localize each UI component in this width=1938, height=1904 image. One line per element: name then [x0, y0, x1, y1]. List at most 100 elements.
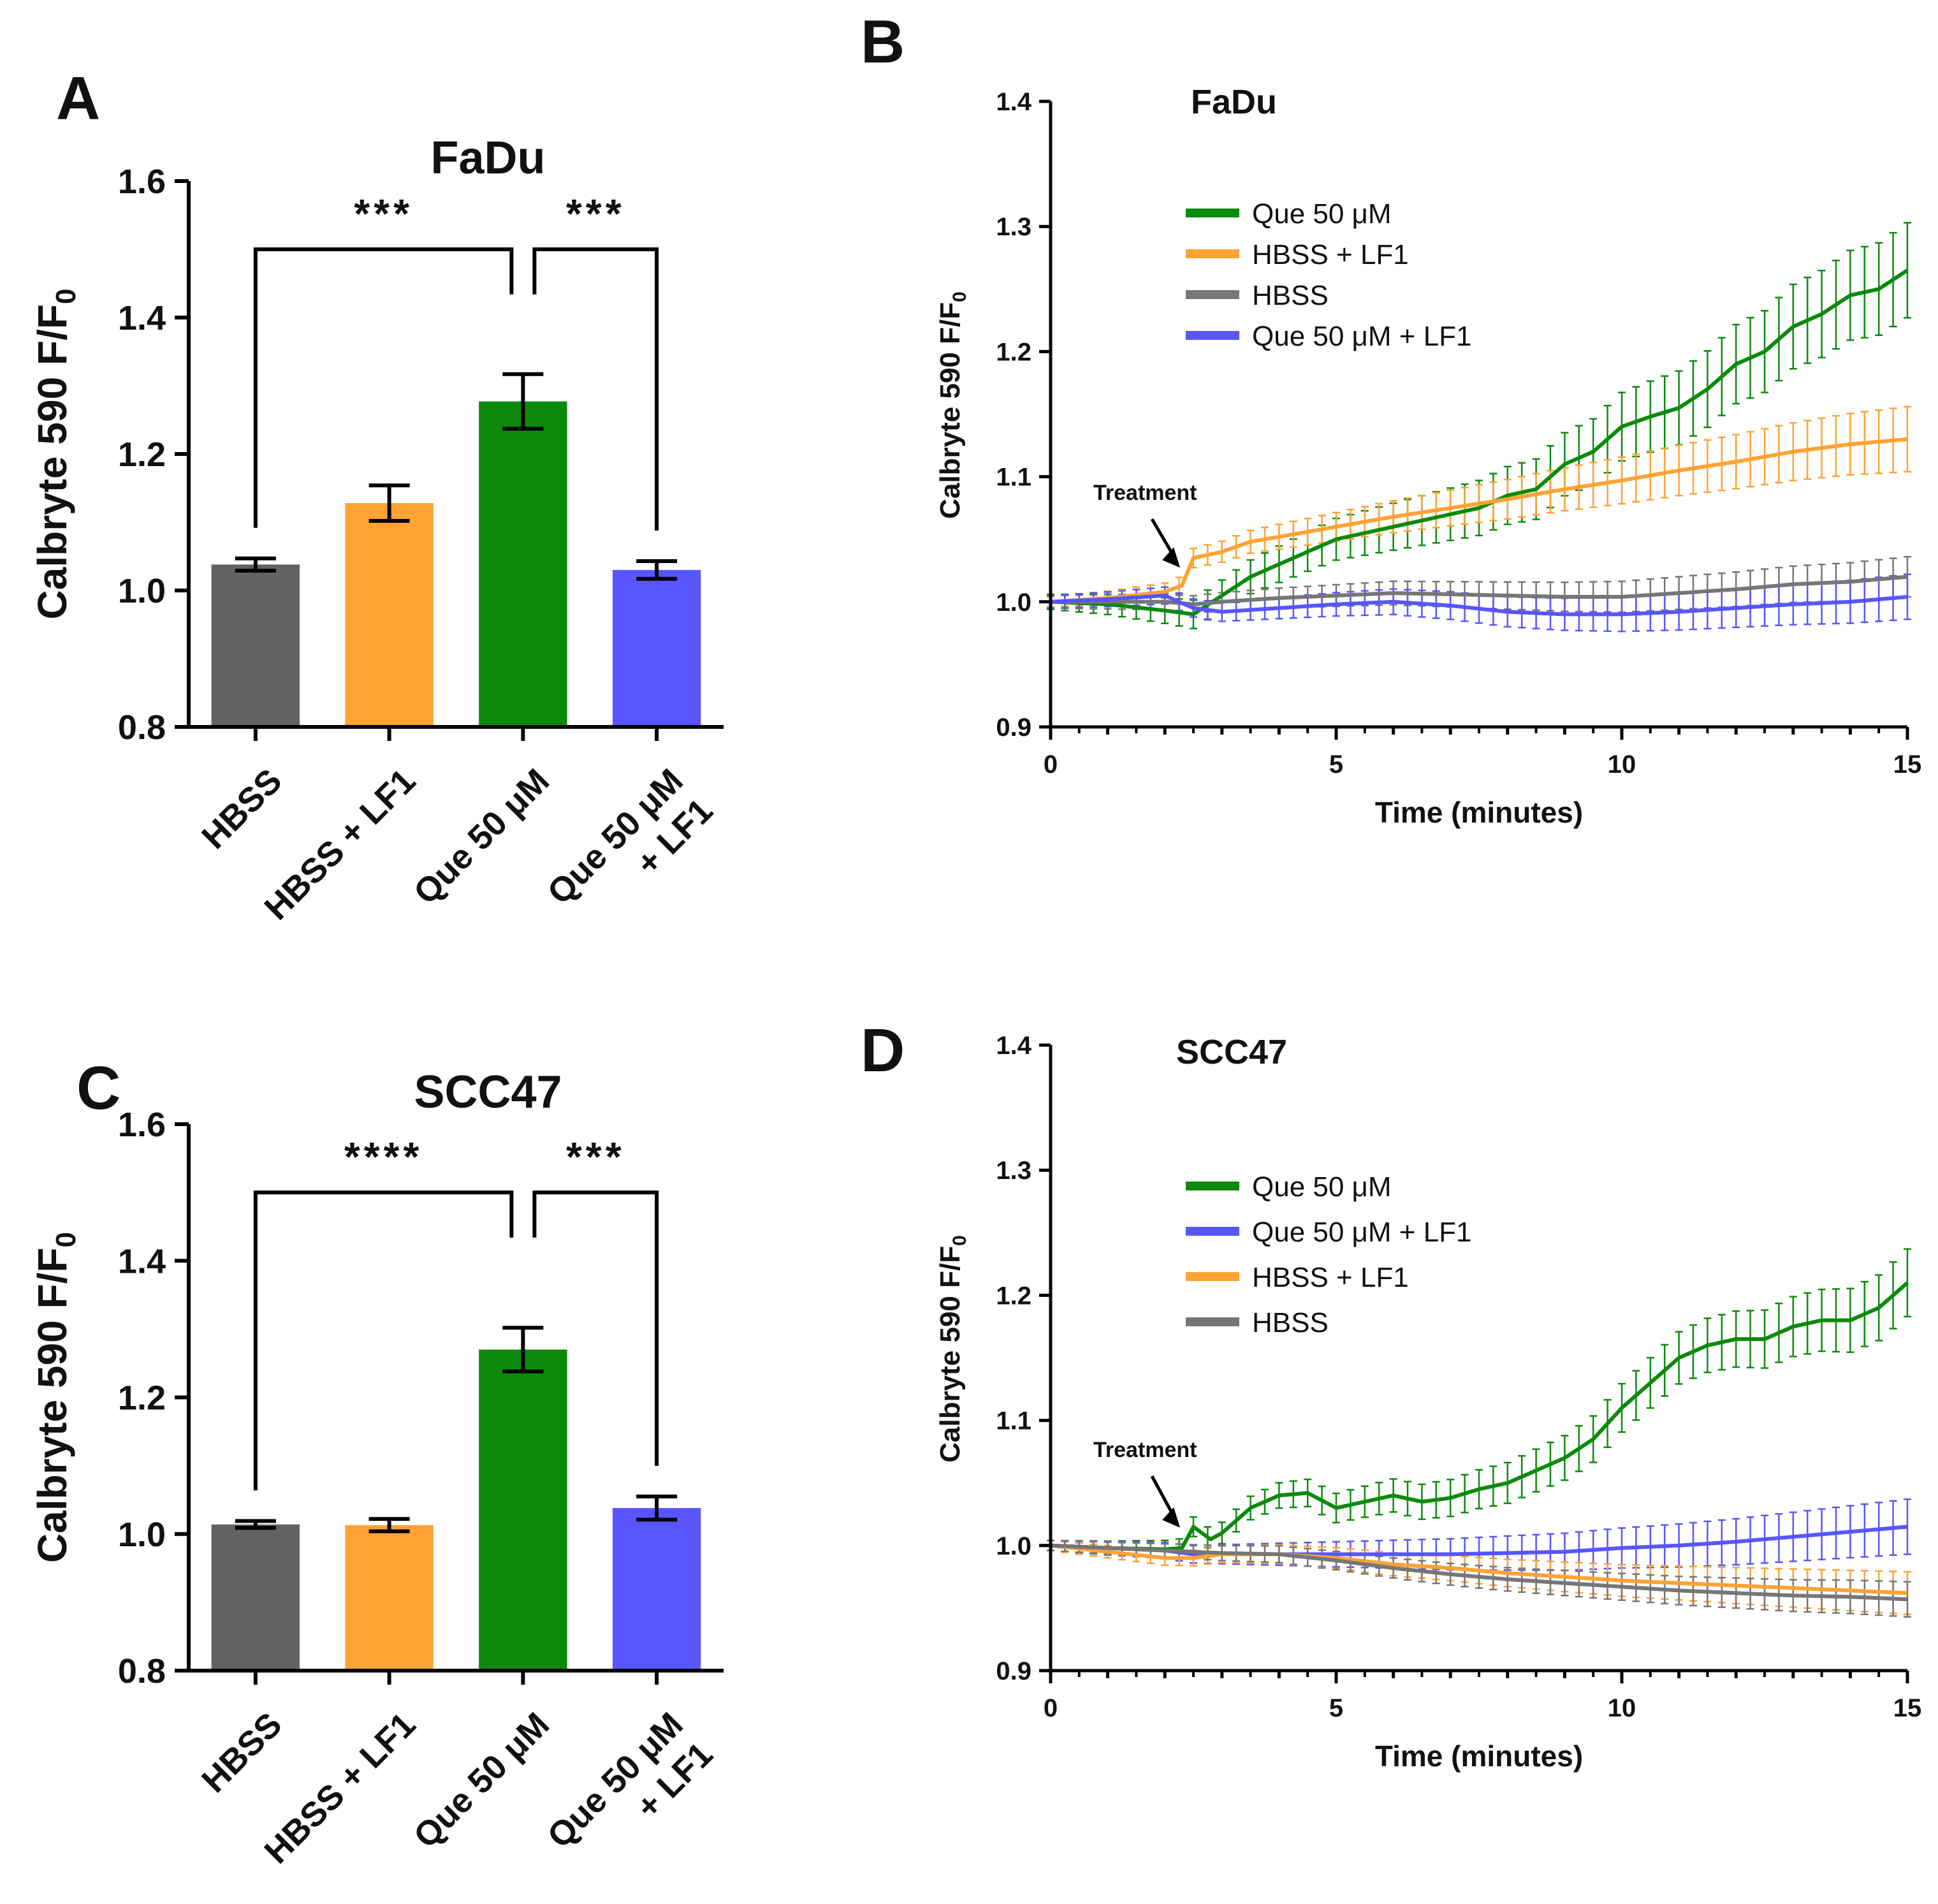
category-label-line: Que 50 μM [407, 761, 557, 912]
treatment-annotation: Treatment [1093, 481, 1197, 505]
panel-label: C [76, 1054, 120, 1122]
y-axis-label-subscript: 0 [50, 289, 82, 304]
category-label-line: HBSS [194, 761, 289, 856]
series-line [1050, 1543, 1908, 1595]
x-tick-label: 10 [1608, 751, 1636, 779]
legend-label: HBSS + LF1 [1252, 1262, 1409, 1293]
y-tick-label: 1.2 [996, 1282, 1031, 1310]
y-tick-label: 1.1 [996, 1407, 1031, 1435]
bar [479, 1349, 567, 1671]
significance-label: *** [566, 1134, 625, 1180]
category-label: Que 50 μM+ LF1 [540, 761, 720, 941]
significance-bracket [532, 1190, 659, 1466]
y-tick-label: 1.4 [118, 299, 166, 337]
y-tick-label: 0.9 [996, 714, 1031, 742]
category-label: HBSS [194, 761, 289, 856]
y-tick-label: 1.6 [118, 163, 166, 201]
y-tick-label: 1.0 [118, 572, 166, 610]
x-tick-label: 15 [1893, 751, 1922, 779]
y-axis-label: Calbryte 590 F/F0 [29, 289, 82, 620]
series-line [1050, 268, 1909, 617]
chart-title: SCC47 [414, 1067, 562, 1118]
y-tick-label: 1.2 [118, 436, 166, 474]
significance-label: *** [354, 191, 413, 237]
panel-label: D [861, 1016, 905, 1085]
y-tick-label: 0.8 [118, 708, 166, 747]
series-line [1050, 1543, 1908, 1602]
y-tick-label: 1.0 [996, 589, 1031, 617]
panel-label: A [56, 64, 100, 133]
x-tick-label: 10 [1608, 1694, 1636, 1722]
y-axis-label-subscript: 0 [949, 291, 970, 302]
treatment-annotation: Treatment [1093, 1438, 1197, 1462]
chart-title: FaDu [1191, 83, 1277, 121]
panel-b-line-chart: B FaDu 0.9 1.0 1.1 1.2 1.3 1.4 0 5 10 15 Time (minut… [861, 8, 1921, 829]
y-tick-label: 1.4 [996, 88, 1031, 116]
bar [612, 569, 701, 727]
category-label-line: HBSS [194, 1705, 289, 1800]
chart-title: FaDu [431, 133, 546, 184]
x-axis-label: Time (minutes) [1375, 1739, 1583, 1773]
category-label: Que 50 μM [407, 761, 557, 912]
legend-label: HBSS + LF1 [1252, 239, 1409, 270]
category-label: Que 50 μM [407, 1705, 557, 1856]
annotation-arrow-shaft [1150, 518, 1176, 557]
significance-bracket [253, 247, 514, 528]
y-tick-label: 1.0 [996, 1532, 1031, 1560]
y-axis-label-subscript: 0 [50, 1232, 82, 1247]
x-axis-label: Time (minutes) [1375, 796, 1583, 829]
x-tick-label: 5 [1329, 1694, 1343, 1722]
y-axis-label: Calbryte 590 F/F0 [935, 291, 970, 519]
panel-label: B [861, 8, 905, 76]
legend-label: Que 50 μM + LF1 [1252, 321, 1472, 352]
y-tick-label: 0.9 [996, 1657, 1031, 1685]
series-line [1050, 437, 1908, 604]
y-axis-label: Calbryte 590 F/F0 [29, 1232, 82, 1563]
chart-title: SCC47 [1176, 1033, 1287, 1071]
bar [345, 1525, 433, 1671]
y-tick-label: 1.4 [996, 1032, 1031, 1060]
x-tick-label: 15 [1893, 1694, 1922, 1722]
significance-bracket [532, 247, 659, 531]
x-tick-label: 5 [1329, 751, 1343, 779]
y-axis-label: Calbryte 590 F/F0 [935, 1235, 970, 1463]
x-tick-label: 0 [1044, 751, 1058, 779]
y-tick-label: 0.8 [118, 1652, 166, 1690]
legend-label: HBSS [1252, 1307, 1329, 1338]
y-axis-label-subscript: 0 [949, 1235, 970, 1246]
y-tick-label: 1.1 [996, 464, 1031, 492]
legend-label: Que 50 μM [1252, 1171, 1392, 1203]
x-tick-label: 0 [1044, 1694, 1058, 1722]
y-axis-label-main: Calbryte 590 F/F [29, 304, 75, 619]
bar [345, 503, 433, 727]
panel-d-line-chart: D SCC47 0.9 1.0 1.1 1.2 1.3 1.4 0 5 10 15 Time (minu… [861, 1016, 1921, 1773]
legend-label: Que 50 μM + LF1 [1252, 1217, 1472, 1248]
bar [479, 401, 567, 727]
y-tick-label: 1.4 [118, 1242, 166, 1280]
y-tick-label: 1.2 [118, 1379, 166, 1417]
annotation-arrow-shaft [1150, 1475, 1176, 1517]
y-tick-label: 1.0 [118, 1516, 166, 1554]
y-tick-label: 1.2 [996, 338, 1031, 366]
significance-label: *** [566, 191, 625, 237]
series-line [1050, 1281, 1909, 1551]
bar [211, 564, 300, 727]
category-label: Que 50 μM+ LF1 [540, 1705, 720, 1885]
bar [211, 1524, 300, 1671]
y-axis-label-main: Calbryte 590 F/F [29, 1248, 75, 1563]
y-axis-label-main: Calbryte 590 F/F [935, 302, 966, 519]
series-line [1050, 594, 1908, 617]
bar [612, 1508, 701, 1671]
significance-label: **** [344, 1134, 423, 1180]
category-label: HBSS [194, 1705, 289, 1800]
series-1 [1047, 1248, 1911, 1559]
legend-label: HBSS [1252, 280, 1329, 311]
y-axis-label-main: Calbryte 590 F/F [935, 1246, 966, 1463]
y-tick-label: 1.3 [996, 213, 1031, 241]
annotation-arrow-head [1162, 1507, 1181, 1528]
legend-label: Que 50 μM [1252, 198, 1392, 230]
y-tick-label: 1.6 [118, 1106, 166, 1144]
